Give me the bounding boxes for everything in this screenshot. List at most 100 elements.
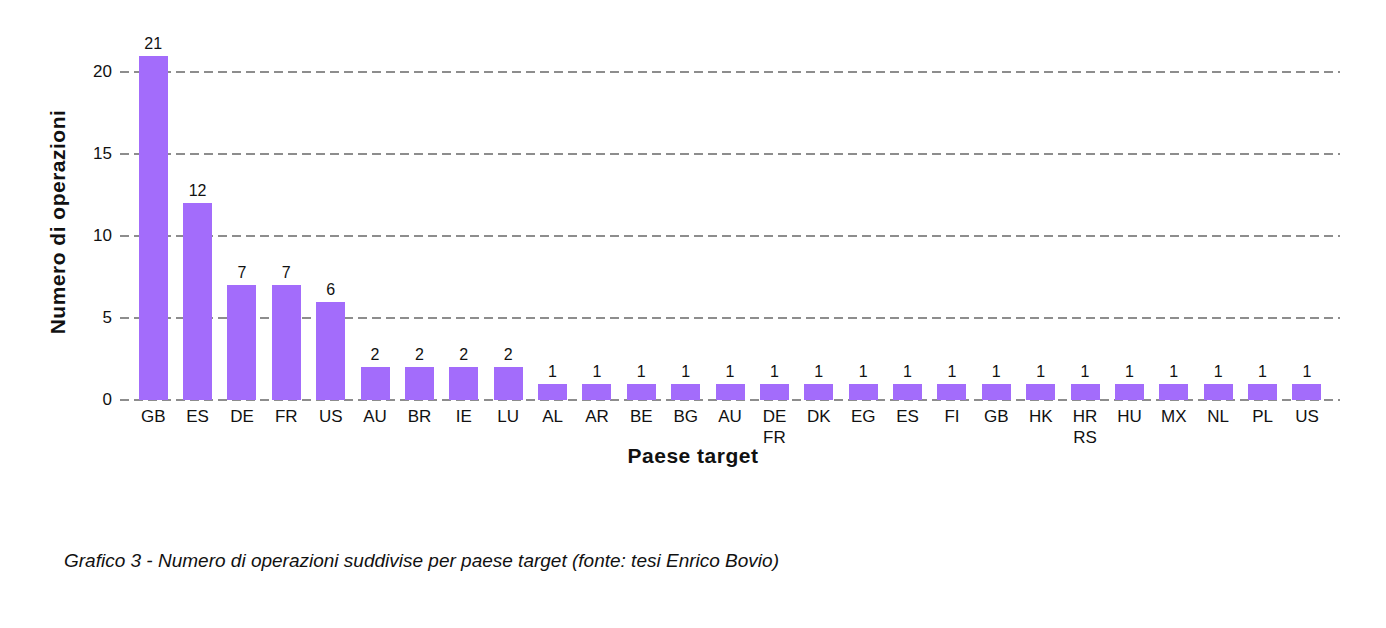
bar-slot: 2 (486, 346, 530, 400)
x-tick-label: BE (619, 406, 663, 448)
x-tick-label: AU (353, 406, 397, 448)
bar-value-label: 2 (371, 346, 380, 364)
x-tick-label: DK (797, 406, 841, 448)
bar-de (227, 285, 256, 400)
x-tick-label: LU (486, 406, 530, 448)
bar-lu (494, 367, 523, 400)
bar-value-label: 1 (1214, 363, 1223, 381)
bar-al (538, 384, 567, 400)
bar-value-label: 6 (326, 281, 335, 299)
x-tick-label: AU (708, 406, 752, 448)
y-tick-label: 15 (68, 144, 112, 164)
x-tick-label: GB (131, 406, 175, 448)
x-tick-label: FI (930, 406, 974, 448)
bar-value-label: 1 (1125, 363, 1134, 381)
bar-value-label: 1 (548, 363, 557, 381)
bar-slot: 2 (353, 346, 397, 400)
bar-value-label: 1 (592, 363, 601, 381)
bar-au (716, 384, 745, 400)
bar-value-label: 21 (144, 35, 162, 53)
bar-slot: 1 (619, 363, 663, 400)
x-tick-label: PL (1240, 406, 1284, 448)
y-axis-title: Numero di operazioni (43, 44, 73, 400)
bar-bg (671, 384, 700, 400)
bar-slot: 1 (752, 363, 796, 400)
x-tick-label: HR RS (1063, 406, 1107, 448)
bar-slot: 1 (797, 363, 841, 400)
bar-eg (849, 384, 878, 400)
x-axis-title: Paese target (0, 444, 1386, 468)
y-tick-label: 10 (68, 226, 112, 246)
bar-slot: 2 (442, 346, 486, 400)
bar-slot: 1 (1019, 363, 1063, 400)
bar-ar (582, 384, 611, 400)
bar-value-label: 1 (1302, 363, 1311, 381)
bar-us (316, 302, 345, 400)
bar-value-label: 1 (637, 363, 646, 381)
bar-value-label: 2 (504, 346, 513, 364)
bar-pl (1248, 384, 1277, 400)
x-tick-label: AR (575, 406, 619, 448)
x-tick-label: MX (1152, 406, 1196, 448)
x-tick-label: HK (1019, 406, 1063, 448)
bar-br (405, 367, 434, 400)
bar-value-label: 1 (992, 363, 1001, 381)
bar-au (361, 367, 390, 400)
bar-slot: 1 (1152, 363, 1196, 400)
x-tick-label: US (1285, 406, 1329, 448)
bar-value-label: 12 (189, 182, 207, 200)
bar-value-label: 1 (814, 363, 823, 381)
y-tick-label: 0 (68, 390, 112, 410)
bar-slot: 1 (1240, 363, 1284, 400)
x-tick-label: NL (1196, 406, 1240, 448)
bar-slot: 1 (1196, 363, 1240, 400)
bar-value-label: 2 (415, 346, 424, 364)
bar-value-label: 7 (282, 264, 291, 282)
bar-us (1292, 384, 1321, 400)
bar-slot: 6 (309, 281, 353, 400)
bar-slot: 2 (397, 346, 441, 400)
y-tick-label: 20 (68, 62, 112, 82)
bar-slot: 1 (1063, 363, 1107, 400)
bar-value-label: 1 (903, 363, 912, 381)
bar-slot: 1 (575, 363, 619, 400)
bars-container: 21127762222111111111111111111 (131, 18, 1329, 400)
bar-slot: 1 (885, 363, 929, 400)
x-tick-label: BG (664, 406, 708, 448)
bar-value-label: 2 (459, 346, 468, 364)
bar-slot: 7 (264, 264, 308, 400)
bar-slot: 7 (220, 264, 264, 400)
bar-slot: 1 (708, 363, 752, 400)
bar-mx (1159, 384, 1188, 400)
plot-area: 05101520 21127762222111111111111111111 G… (120, 18, 1340, 400)
bar-chart-figure: 05101520 21127762222111111111111111111 G… (0, 0, 1386, 628)
bar-slot: 1 (841, 363, 885, 400)
bar-value-label: 1 (726, 363, 735, 381)
figure-caption: Grafico 3 - Numero di operazioni suddivi… (64, 550, 779, 572)
x-tick-label: FR (264, 406, 308, 448)
bar-es (183, 203, 212, 400)
bar-slot: 1 (530, 363, 574, 400)
y-tick-label: 5 (68, 308, 112, 328)
bar-nl (1204, 384, 1233, 400)
x-axis-tick-labels: GBESDEFRUSAUBRIELUALARBEBGAUDE FRDKEGESF… (131, 406, 1329, 448)
x-tick-label: DE FR (752, 406, 796, 448)
bar-fi (937, 384, 966, 400)
x-tick-label: AL (530, 406, 574, 448)
bar-slot: 21 (131, 35, 175, 400)
x-tick-label: DE (220, 406, 264, 448)
bar-value-label: 1 (859, 363, 868, 381)
bar-dk (804, 384, 833, 400)
x-tick-label: ES (175, 406, 219, 448)
bar-slot: 1 (1107, 363, 1151, 400)
x-tick-label: HU (1107, 406, 1151, 448)
bar-value-label: 1 (770, 363, 779, 381)
bar-slot: 1 (930, 363, 974, 400)
x-tick-label: GB (974, 406, 1018, 448)
bar-value-label: 1 (681, 363, 690, 381)
bar-de-fr (760, 384, 789, 400)
x-tick-label: US (309, 406, 353, 448)
bar-fr (272, 285, 301, 400)
bar-slot: 12 (175, 182, 219, 400)
x-tick-label: BR (397, 406, 441, 448)
